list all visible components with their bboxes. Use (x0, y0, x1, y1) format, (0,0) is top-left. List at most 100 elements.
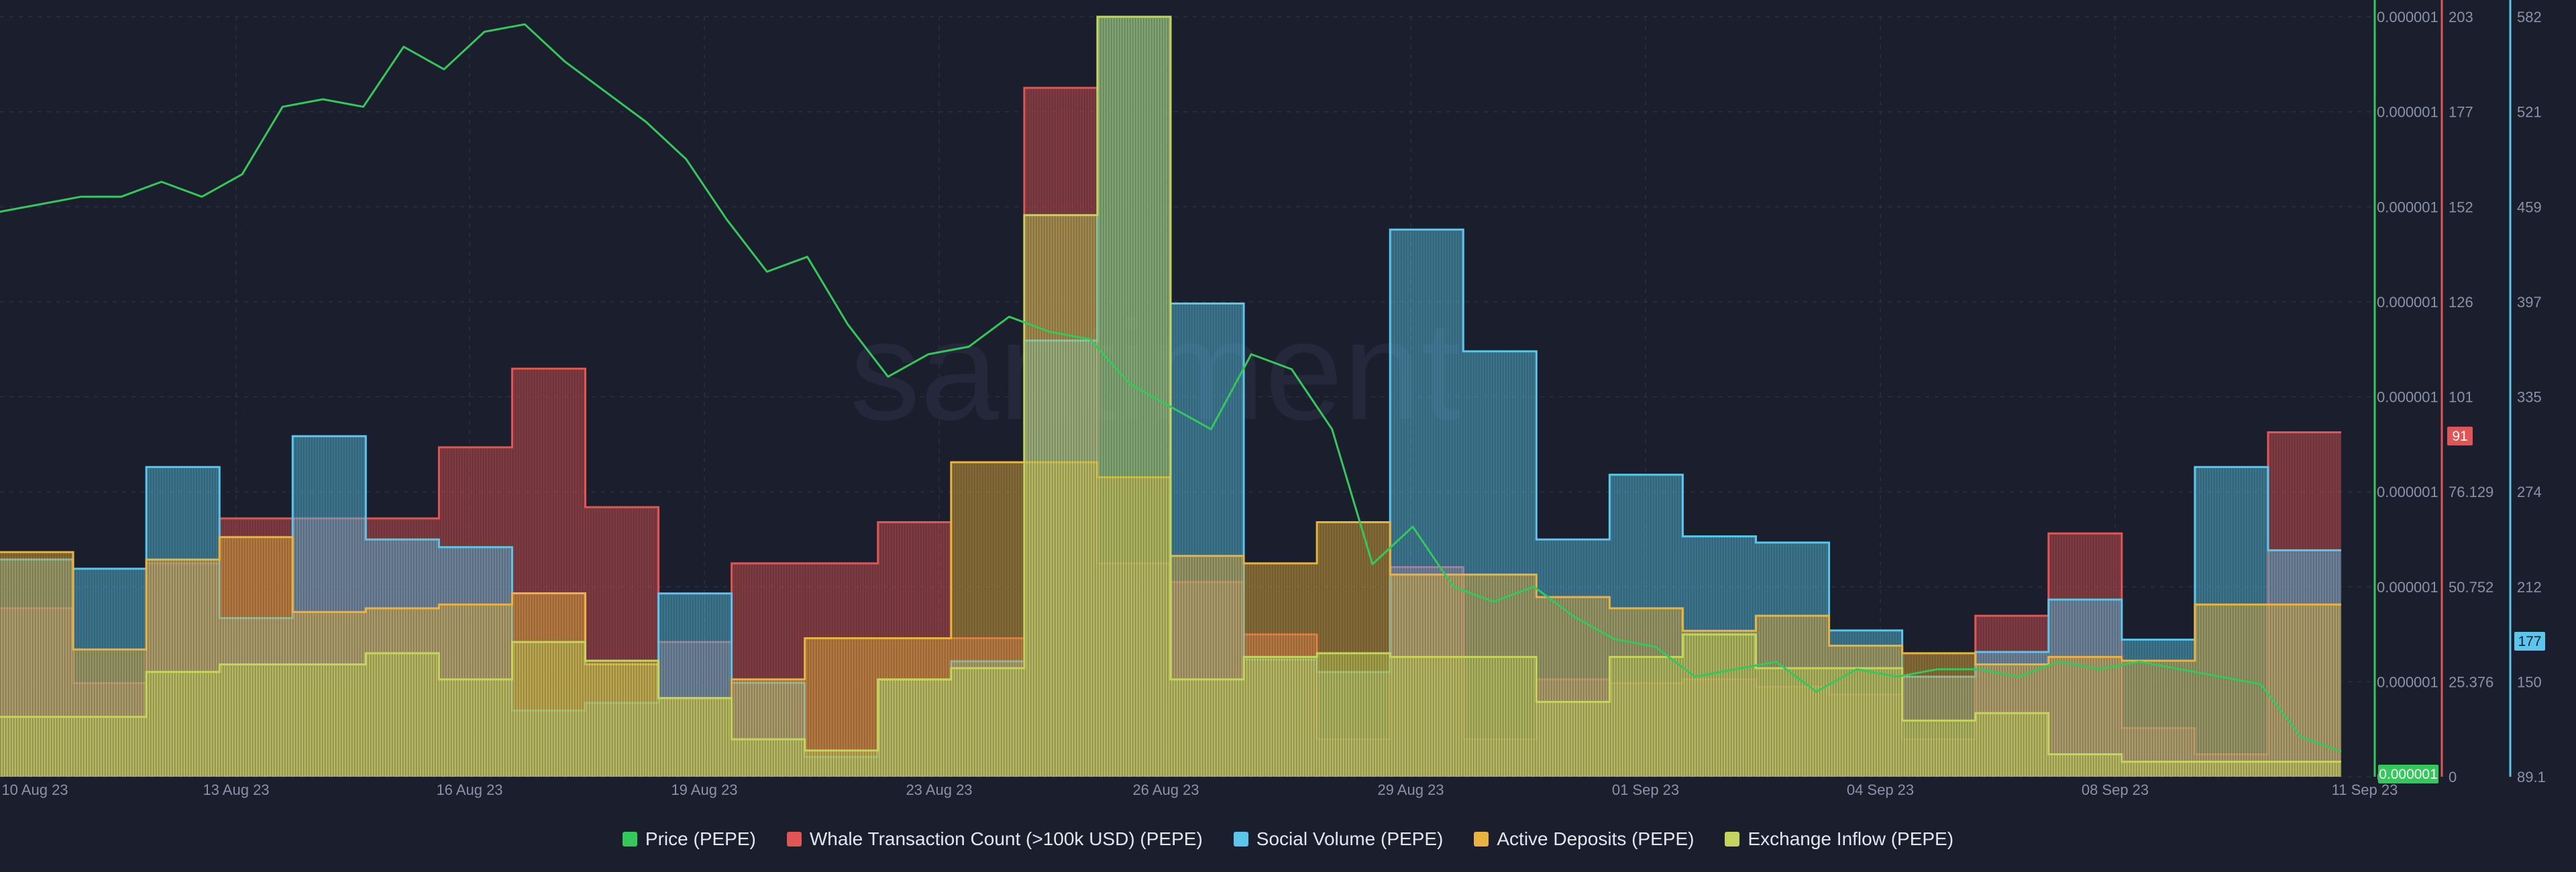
axis-whale-tick-0: 0 (2449, 769, 2457, 785)
bar-texture-exchange-inflow-pepe-6 (439, 679, 513, 777)
axis-whale-tick-2: 50.752 (2449, 579, 2493, 596)
badge-bg-social (2514, 631, 2545, 651)
axis-whale-tick-1: 25.376 (2449, 673, 2493, 690)
bar-texture-active-deposits-pepe-29 (2121, 660, 2195, 777)
x-tick-1: 13 Aug 23 (203, 781, 269, 798)
axis-social-tick-0: 89.1 (2517, 769, 2546, 785)
axis-price-tick-4: 0.000001 (2377, 389, 2438, 406)
axis-price-tick-7: 0.000001 (2377, 104, 2438, 121)
legend-item-exchange-inflow[interactable]: Exchange Inflow (PEPE) (1725, 828, 1953, 850)
x-tick-2: 16 Aug 23 (436, 781, 502, 798)
bar-texture-exchange-inflow-pepe-14 (1024, 215, 1097, 777)
badge-whale-value: 91 (2452, 429, 2467, 444)
axis-social-tick-3: 274 (2517, 484, 2542, 500)
bar-texture-exchange-inflow-pepe-5 (366, 653, 439, 777)
bar-texture-exchange-inflow-pepe-27 (1975, 713, 2049, 777)
bar-texture-exchange-inflow-pepe-4 (292, 664, 366, 777)
bar-texture-exchange-inflow-pepe-19 (1390, 657, 1464, 777)
axis-whale-tick-3: 76.129 (2449, 484, 2493, 500)
axis-social-tick-2: 212 (2517, 579, 2542, 596)
legend-label-social: Social Volume (PEPE) (1256, 828, 1444, 849)
bar-texture-exchange-inflow-pepe-0 (0, 716, 74, 777)
x-tick-4: 23 Aug 23 (906, 781, 972, 798)
legend-item-social-volume[interactable]: Social Volume (PEPE) (1233, 828, 1444, 850)
bar-texture-exchange-inflow-pepe-24 (1756, 668, 1829, 777)
bar-texture-exchange-inflow-pepe-22 (1609, 657, 1683, 777)
axis-social-tick-6: 459 (2517, 199, 2542, 215)
bar-texture-exchange-inflow-pepe-20 (1463, 657, 1537, 777)
bar-texture-exchange-inflow-pepe-21 (1536, 702, 1610, 777)
axis-social-tick-4: 335 (2517, 389, 2542, 406)
price-series (0, 23, 2342, 753)
x-axis-ticks: 10 Aug 23 13 Aug 23 16 Aug 23 19 Aug 23 23 A… (1, 781, 2398, 798)
series-exchange-inflow-pepe (0, 15, 2341, 777)
bar-texture-exchange-inflow-pepe-10 (731, 739, 805, 777)
badge-bg-price (2378, 765, 2438, 783)
legend-label-whale: Whale Transaction Count (>100k USD) (PEP… (809, 828, 1203, 849)
bar-texture-exchange-inflow-pepe-29 (2121, 761, 2195, 777)
axis-price-tick-3: 0.000001 (2377, 484, 2438, 500)
axis-price-tick-6: 0.000001 (2377, 199, 2438, 215)
axis-price-tick-1: 0.000001 (2377, 673, 2438, 690)
bar-texture-exchange-inflow-pepe-1 (73, 716, 147, 777)
bar-texture-exchange-inflow-pepe-3 (219, 664, 293, 777)
badge-price-value: 0.000001 (2379, 767, 2438, 782)
legend-swatch-price (622, 832, 637, 847)
axis-price-tick-2: 0.000001 (2377, 579, 2438, 596)
x-tick-8: 04 Sep 23 (1847, 781, 1914, 798)
bar-texture-exchange-inflow-pepe-8 (585, 660, 659, 777)
bar-texture-exchange-inflow-pepe-31 (2267, 761, 2341, 777)
chart-legend: Price (PEPE) Whale Transaction Count (>1… (0, 822, 2576, 856)
legend-swatch-social (1233, 832, 1248, 847)
axis-price-tick-8: 0.000001 (2377, 9, 2438, 25)
x-tick-10: 11 Sep 23 (2332, 781, 2398, 798)
bar-texture-active-deposits-pepe-31 (2267, 604, 2341, 777)
x-tick-7: 01 Sep 23 (1612, 781, 1679, 798)
axis-whale-tick-6: 152 (2449, 199, 2473, 215)
bar-texture-exchange-inflow-pepe-25 (1829, 668, 1902, 777)
legend-label-inflow: Exchange Inflow (PEPE) (1748, 828, 1954, 849)
axis-social-tick-5: 397 (2517, 294, 2542, 311)
bar-texture-exchange-inflow-pepe-30 (2194, 761, 2268, 777)
axis-whale-tick-7: 177 (2449, 104, 2473, 121)
bar-texture-exchange-inflow-pepe-16 (1171, 679, 1244, 777)
legend-item-active-deposits[interactable]: Active Deposits (PEPE) (1474, 828, 1694, 850)
legend-swatch-inflow (1725, 832, 1740, 847)
bar-texture-exchange-inflow-pepe-2 (146, 671, 220, 777)
x-tick-9: 08 Sep 23 (2082, 781, 2149, 798)
legend-label-price: Price (PEPE) (645, 828, 756, 849)
chart-bars (0, 15, 2341, 777)
legend-swatch-deposits (1474, 832, 1489, 847)
axis-social-tick-1: 150 (2517, 673, 2542, 690)
badge-bg-whale (2447, 427, 2473, 446)
bar-texture-exchange-inflow-pepe-26 (1902, 720, 1976, 777)
bar-texture-exchange-inflow-pepe-28 (2048, 754, 2122, 777)
axis-price-tick-5: 0.000001 (2377, 294, 2438, 311)
x-tick-3: 19 Aug 23 (671, 781, 737, 798)
price-line (0, 23, 2342, 753)
chart-axes: 0 0.000001 0.000001 0.000001 0.000001 0.00000… (2373, 0, 2546, 785)
x-tick-5: 26 Aug 23 (1132, 781, 1199, 798)
bar-texture-exchange-inflow-pepe-18 (1317, 653, 1391, 777)
legend-swatch-whale (786, 832, 802, 847)
bar-texture-exchange-inflow-pepe-7 (512, 642, 586, 777)
legend-item-price[interactable]: Price (PEPE) (622, 828, 756, 850)
bar-texture-exchange-inflow-pepe-13 (951, 668, 1024, 777)
axis-whale-tick-4: 101 (2449, 389, 2473, 406)
bar-texture-exchange-inflow-pepe-9 (658, 698, 732, 777)
outline-exchange-inflow-pepe (0, 15, 2341, 763)
axis-whale-tick-5: 126 (2449, 294, 2473, 311)
bar-texture-exchange-inflow-pepe-15 (1097, 17, 1171, 777)
bar-texture-active-deposits-pepe-30 (2194, 604, 2268, 777)
legend-item-whale-transaction-count[interactable]: Whale Transaction Count (>100k USD) (PEP… (786, 828, 1203, 850)
bar-texture-exchange-inflow-pepe-17 (1244, 657, 1318, 777)
bar-texture-exchange-inflow-pepe-11 (804, 750, 878, 777)
bar-texture-exchange-inflow-pepe-12 (877, 679, 951, 777)
axis-whale-tick-8: 203 (2449, 9, 2473, 25)
x-tick-6: 29 Aug 23 (1377, 781, 1444, 798)
legend-label-deposits: Active Deposits (PEPE) (1497, 828, 1695, 849)
badge-social-value: 177 (2518, 634, 2541, 649)
axis-social-tick-7: 521 (2517, 104, 2542, 121)
bar-texture-exchange-inflow-pepe-23 (1682, 634, 1756, 777)
